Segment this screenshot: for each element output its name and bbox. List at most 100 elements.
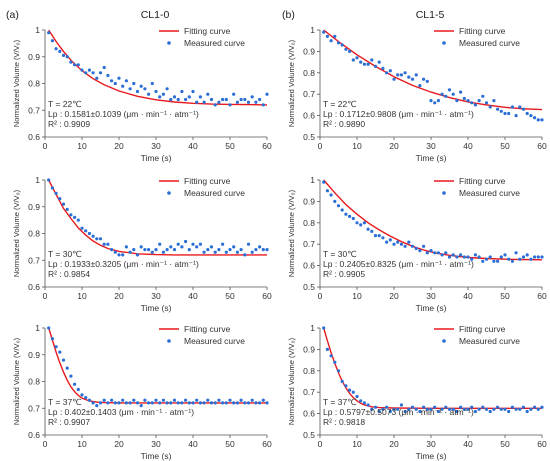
x-axis-label: Time (s) [416, 451, 447, 461]
measured-point [117, 401, 121, 405]
measured-point [447, 255, 452, 259]
x-tick-label: 50 [500, 291, 510, 301]
measured-point [433, 101, 437, 105]
measured-point [477, 407, 481, 411]
legend-measured-label: Measured curve [184, 336, 245, 346]
fitting-curve-line [48, 327, 267, 404]
measured-point [410, 77, 415, 81]
measured-point [76, 63, 80, 67]
legend-fit-label: Fitting curve [184, 26, 231, 36]
measured-point [102, 398, 106, 402]
measured-point [235, 401, 239, 405]
measured-point [187, 401, 191, 405]
measured-point [473, 103, 477, 107]
measured-point [396, 240, 400, 244]
x-axis-label: Time (s) [141, 451, 172, 461]
annotation-line-3: R² : 0.9909 [48, 119, 90, 129]
measured-point [154, 89, 158, 94]
measured-point [176, 401, 180, 405]
x-tick-label: 60 [537, 439, 547, 449]
measured-point [239, 97, 243, 102]
measured-point [187, 95, 191, 99]
measured-point [69, 60, 73, 64]
measured-point [172, 95, 177, 99]
measured-point [403, 409, 407, 414]
measured-point [69, 213, 73, 217]
x-axis-label: Time (s) [141, 303, 172, 313]
measured-point [232, 92, 236, 96]
x-tick-label: 50 [225, 439, 235, 449]
measured-point [235, 100, 239, 104]
measured-point [169, 97, 173, 102]
x-tick-label: 60 [537, 291, 547, 301]
legend-fit-label: Fitting curve [459, 26, 506, 36]
measured-point [258, 245, 262, 249]
measured-point [507, 409, 511, 414]
measured-point [213, 103, 217, 107]
measured-point [536, 118, 540, 122]
measured-point [466, 255, 470, 259]
measured-point [154, 398, 158, 402]
measured-point [370, 229, 374, 233]
measured-point [348, 214, 352, 218]
y-tick-label: 0.8 [303, 68, 315, 78]
measured-point [403, 71, 407, 75]
legend-fit-label: Fitting curve [459, 324, 506, 334]
y-tick-label: 0.7 [303, 239, 315, 249]
y-tick-label: 0.6 [28, 282, 40, 292]
measured-point [499, 109, 503, 113]
x-tick-label: 0 [318, 439, 323, 449]
y-tick-label: 0.7 [303, 387, 315, 397]
legend-background [157, 23, 269, 49]
x-tick-label: 50 [500, 439, 510, 449]
measured-point [128, 250, 132, 254]
measured-point [139, 404, 143, 408]
measured-point [507, 257, 511, 261]
measured-point [180, 245, 184, 249]
measured-point [525, 409, 529, 414]
measured-point [221, 97, 225, 102]
measured-point [217, 248, 221, 252]
measured-point [195, 100, 199, 104]
measured-point [359, 223, 363, 227]
measured-point [329, 193, 333, 197]
x-tick-label: 40 [188, 291, 198, 301]
x-tick-label: 0 [318, 291, 323, 301]
y-tick-label: 1 [35, 175, 40, 185]
measured-point [91, 234, 95, 238]
chart-b3: 0 10 20 30 40 50 60 0.5 0.6 0.7 0.8 0.9 1 Time (s) Nor… [287, 321, 547, 461]
measured-point [425, 251, 429, 255]
x-tick-label: 20 [114, 291, 124, 301]
measured-point [325, 189, 329, 193]
measured-point [250, 250, 254, 254]
x-tick-label: 50 [500, 141, 510, 151]
x-axis-label: Time (s) [141, 153, 172, 163]
measured-point [351, 58, 355, 62]
measured-point [184, 398, 188, 402]
measured-point [396, 407, 400, 411]
measured-point [325, 347, 329, 351]
measured-point [481, 94, 485, 98]
measured-point [47, 178, 51, 182]
legend-background [432, 173, 544, 199]
measured-point [366, 227, 370, 231]
y-tick-label: 0.9 [28, 350, 40, 360]
measured-point [529, 114, 533, 118]
legend-background [432, 23, 544, 49]
measured-point [362, 221, 366, 225]
measured-point [80, 393, 84, 397]
x-tick-label: 20 [389, 291, 399, 301]
measured-point [377, 60, 381, 64]
chart-a2: 0 10 20 30 40 50 60 0.6 0.7 0.8 0.9 1 Time (s) Normal… [12, 173, 272, 313]
legend-measured-label: Measured curve [459, 336, 520, 346]
measured-point [425, 407, 429, 411]
measured-point [58, 49, 62, 54]
chart-a3: 0 10 20 30 40 50 60 0.6 0.7 0.8 0.9 1 Time (s) Normal… [12, 321, 272, 461]
measured-point [73, 215, 77, 219]
measured-point [50, 39, 55, 43]
x-tick-label: 10 [352, 439, 362, 449]
x-tick-label: 10 [77, 439, 87, 449]
y-tick-label: 0.9 [303, 46, 315, 56]
measured-point [396, 73, 400, 77]
y-tick-label: 0.9 [303, 344, 315, 354]
